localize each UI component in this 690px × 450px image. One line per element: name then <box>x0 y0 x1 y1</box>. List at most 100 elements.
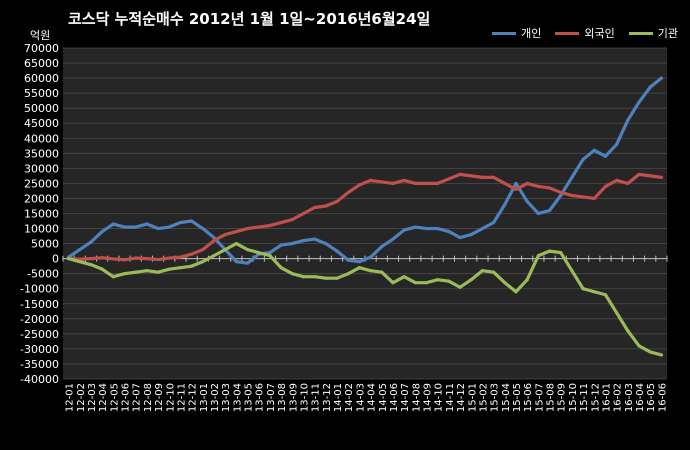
data-point <box>145 222 149 226</box>
data-point <box>626 118 630 122</box>
data-point <box>111 275 115 279</box>
x-tick-label: 14-01 <box>333 383 344 412</box>
data-point <box>402 275 406 279</box>
data-point <box>413 225 417 229</box>
data-point <box>78 260 82 264</box>
data-point <box>436 278 440 282</box>
data-point <box>469 278 473 282</box>
data-point <box>514 290 518 294</box>
data-point <box>301 211 306 216</box>
legend-swatch-individual <box>492 31 517 35</box>
data-point <box>346 272 350 276</box>
data-point <box>480 175 485 179</box>
y-tick-label: 55000 <box>24 87 59 100</box>
x-tick-label: 14-06 <box>389 383 400 412</box>
data-point <box>357 183 362 187</box>
data-point <box>257 251 261 255</box>
data-point <box>268 251 272 255</box>
data-point <box>570 175 574 179</box>
data-point <box>145 257 149 261</box>
y-axis-unit: 억원 <box>30 29 51 42</box>
x-tick-label: 12-11 <box>176 383 187 412</box>
x-tick-label: 15-07 <box>534 383 545 412</box>
legend-swatch-foreign <box>555 31 580 35</box>
data-point <box>503 281 507 285</box>
x-tick-label: 16-05 <box>646 383 657 412</box>
data-point <box>335 249 339 253</box>
data-point <box>134 270 138 274</box>
data-point <box>89 240 93 244</box>
data-point <box>167 256 171 260</box>
series-line-2 <box>66 241 664 357</box>
x-tick-label: 14-05 <box>378 383 389 412</box>
legend-label-foreign: 외국인 <box>584 27 615 40</box>
data-point <box>313 237 317 241</box>
x-tick-label: 16-01 <box>601 383 612 412</box>
data-point <box>122 272 127 276</box>
data-point <box>201 226 205 231</box>
data-point <box>122 225 127 229</box>
y-tick-label: -10000 <box>20 283 59 296</box>
y-tick-label: -15000 <box>20 298 59 311</box>
data-point <box>346 190 350 195</box>
data-point <box>424 181 429 186</box>
data-point <box>659 76 664 80</box>
data-point <box>648 85 652 89</box>
x-tick-label: 12-01 <box>65 383 76 412</box>
x-tick-label: 12-02 <box>76 383 87 412</box>
x-tick-label: 16-04 <box>635 383 646 412</box>
data-point <box>178 255 183 259</box>
data-point <box>492 270 496 274</box>
x-tick-label: 14-09 <box>423 383 434 412</box>
data-point <box>525 181 529 186</box>
data-point <box>279 243 283 247</box>
data-point <box>503 181 507 186</box>
data-point <box>514 181 518 186</box>
x-tick-label: 12-10 <box>165 383 176 412</box>
data-point <box>424 226 429 231</box>
x-tick-label: 13-06 <box>255 383 266 412</box>
data-point <box>402 228 406 232</box>
x-tick-label: 12-04 <box>98 383 109 412</box>
data-point <box>492 220 496 225</box>
data-point <box>514 187 518 192</box>
data-point <box>447 279 451 283</box>
x-tick-label: 14-03 <box>355 383 366 412</box>
x-tick-label: 15-09 <box>557 383 568 412</box>
x-tick-label: 14-11 <box>445 383 456 412</box>
data-point <box>547 208 552 213</box>
data-point <box>603 184 608 189</box>
data-point <box>469 174 473 178</box>
data-point <box>100 229 104 234</box>
data-point <box>234 229 238 234</box>
data-point <box>592 290 596 294</box>
x-axis-ticks: 12-01 12-02 12-03 12-04 12-05 12-06 12-07 12-08… <box>62 255 668 412</box>
y-tick-label: 70000 <box>24 42 59 55</box>
data-point <box>581 287 585 291</box>
data-point <box>391 281 395 285</box>
y-tick-label: 10000 <box>24 223 59 236</box>
data-point <box>335 276 339 280</box>
y-tick-label: -40000 <box>20 373 59 386</box>
y-tick-label: 60000 <box>24 72 59 85</box>
x-tick-label: 14-02 <box>344 383 355 412</box>
x-tick-label: 13-02 <box>210 383 221 412</box>
data-point <box>615 178 619 182</box>
data-point <box>380 180 384 184</box>
data-point <box>413 281 417 285</box>
data-point <box>234 260 238 264</box>
data-point <box>190 219 194 223</box>
x-tick-label: 12-03 <box>87 383 98 412</box>
x-tick-label: 13-05 <box>244 383 255 412</box>
data-point <box>648 174 652 178</box>
x-tick-label: 14-07 <box>400 383 411 412</box>
x-tick-label: 12-12 <box>188 383 199 412</box>
y-tick-label: 30000 <box>24 162 59 175</box>
data-point <box>223 248 227 252</box>
legend-label-institution: 기관 <box>657 27 678 40</box>
data-point <box>245 226 250 231</box>
data-point <box>122 258 127 262</box>
x-tick-label: 12-08 <box>143 383 154 412</box>
data-point <box>503 202 507 207</box>
